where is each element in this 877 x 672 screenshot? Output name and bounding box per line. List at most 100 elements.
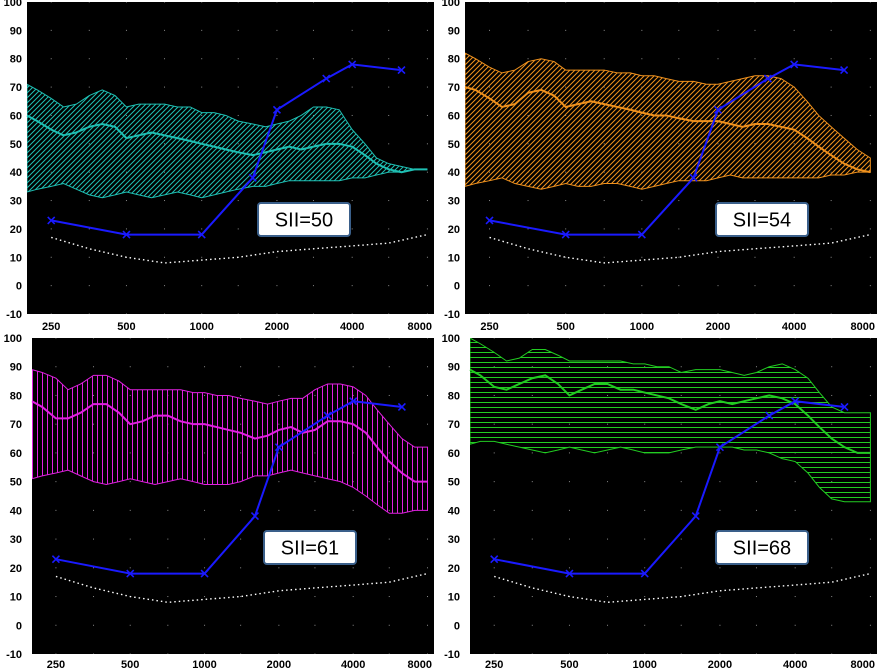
x-tick-label: 2000 xyxy=(267,659,291,671)
y-tick-label: 30 xyxy=(10,196,22,208)
y-tick-label: 40 xyxy=(448,505,460,517)
y-tick-label: 70 xyxy=(448,419,460,431)
threshold-marker xyxy=(47,216,56,225)
y-tick-label: 50 xyxy=(10,477,22,489)
y-tick-label: 80 xyxy=(10,54,22,66)
x-tick-label: 1000 xyxy=(632,659,656,671)
x-tick-label: 8000 xyxy=(408,321,432,333)
threshold-marker xyxy=(122,230,131,239)
sii-label: SII=61 xyxy=(281,538,339,560)
x-tick-label: 500 xyxy=(117,321,135,333)
threshold-marker xyxy=(713,105,723,114)
threshold-marker xyxy=(397,402,406,412)
threshold-marker xyxy=(322,74,331,83)
y-tick-label: 10 xyxy=(448,592,460,604)
reference-dotted-line xyxy=(489,233,871,264)
x-tick-label: 4000 xyxy=(783,659,807,671)
reference-dotted-line xyxy=(55,572,428,603)
y-tick-label: 60 xyxy=(448,448,460,460)
threshold-marker xyxy=(250,512,260,521)
y-tick-label: 60 xyxy=(10,448,22,460)
y-tick-label: 20 xyxy=(448,563,460,575)
threshold-marker xyxy=(565,569,574,578)
x-tick-label: 8000 xyxy=(408,659,432,671)
sii-label: SII=54 xyxy=(733,210,791,232)
y-tick-label: 20 xyxy=(10,224,22,236)
y-tick-label: 50 xyxy=(10,139,22,151)
x-tick-label: 250 xyxy=(42,321,60,333)
sii-box xyxy=(715,530,809,565)
y-tick-label: 30 xyxy=(10,534,22,546)
threshold-marker xyxy=(691,512,700,521)
x-tick-label: 2000 xyxy=(265,321,289,333)
y-tick-label: 60 xyxy=(10,110,22,122)
threshold-marker xyxy=(490,555,499,564)
y-tick-label: 50 xyxy=(448,477,460,489)
x-tick-label: 4000 xyxy=(782,321,806,333)
x-tick-label: 8000 xyxy=(851,321,875,333)
x-tick-label: 500 xyxy=(560,659,578,671)
y-tick-label: 100 xyxy=(4,333,22,345)
threshold-marker xyxy=(763,74,772,83)
y-tick-label: 50 xyxy=(448,139,460,151)
threshold-marker xyxy=(272,105,282,114)
threshold-marker xyxy=(248,173,257,182)
y-tick-label: 90 xyxy=(10,25,22,37)
threshold-line xyxy=(55,400,403,575)
sii-box xyxy=(263,530,357,565)
reference-dotted-line xyxy=(51,233,428,264)
threshold-marker xyxy=(840,402,849,412)
x-tick-label: 1000 xyxy=(192,659,216,671)
y-tick-label: -10 xyxy=(6,649,22,661)
threshold-marker xyxy=(640,569,649,578)
y-tick-label: -10 xyxy=(6,309,22,321)
threshold-marker xyxy=(791,397,800,406)
x-tick-label: 2000 xyxy=(706,321,730,333)
y-tick-label: 90 xyxy=(10,362,22,374)
y-tick-label: 10 xyxy=(10,592,22,604)
y-tick-label: 30 xyxy=(448,196,460,208)
y-tick-label: 20 xyxy=(448,224,460,236)
y-tick-label: 20 xyxy=(10,563,22,575)
x-tick-label: 4000 xyxy=(341,659,365,671)
x-tick-label: 8000 xyxy=(851,659,875,671)
speech-average-line xyxy=(469,368,871,454)
threshold-marker xyxy=(126,569,135,578)
threshold-marker xyxy=(840,66,849,75)
threshold-marker xyxy=(51,555,60,564)
threshold-marker xyxy=(790,60,799,69)
threshold-marker xyxy=(637,230,646,239)
y-tick-label: 80 xyxy=(448,390,460,402)
threshold-marker xyxy=(397,66,406,75)
y-tick-label: 90 xyxy=(448,25,460,37)
threshold-line xyxy=(51,63,402,236)
speech-range-band xyxy=(470,338,871,503)
threshold-marker xyxy=(274,443,283,452)
y-tick-label: 70 xyxy=(10,419,22,431)
threshold-marker xyxy=(349,397,358,406)
threshold-marker xyxy=(765,411,774,420)
sii-label: SII=50 xyxy=(275,210,333,232)
x-tick-label: 250 xyxy=(480,321,498,333)
speech-average-line xyxy=(26,114,428,174)
y-tick-label: 70 xyxy=(10,82,22,94)
y-tick-label: 0 xyxy=(454,281,460,293)
y-tick-label: 10 xyxy=(448,252,460,264)
y-tick-label: 0 xyxy=(16,281,22,293)
y-tick-label: -10 xyxy=(444,309,460,321)
x-tick-label: 1000 xyxy=(189,321,213,333)
y-tick-label: 0 xyxy=(454,620,460,632)
x-tick-label: 4000 xyxy=(340,321,364,333)
threshold-line xyxy=(494,400,845,575)
x-tick-label: 2000 xyxy=(708,659,732,671)
threshold-marker xyxy=(200,569,209,578)
y-tick-label: 40 xyxy=(10,167,22,179)
y-tick-label: 70 xyxy=(448,82,460,94)
y-tick-label: 60 xyxy=(448,110,460,122)
threshold-marker xyxy=(197,230,206,239)
